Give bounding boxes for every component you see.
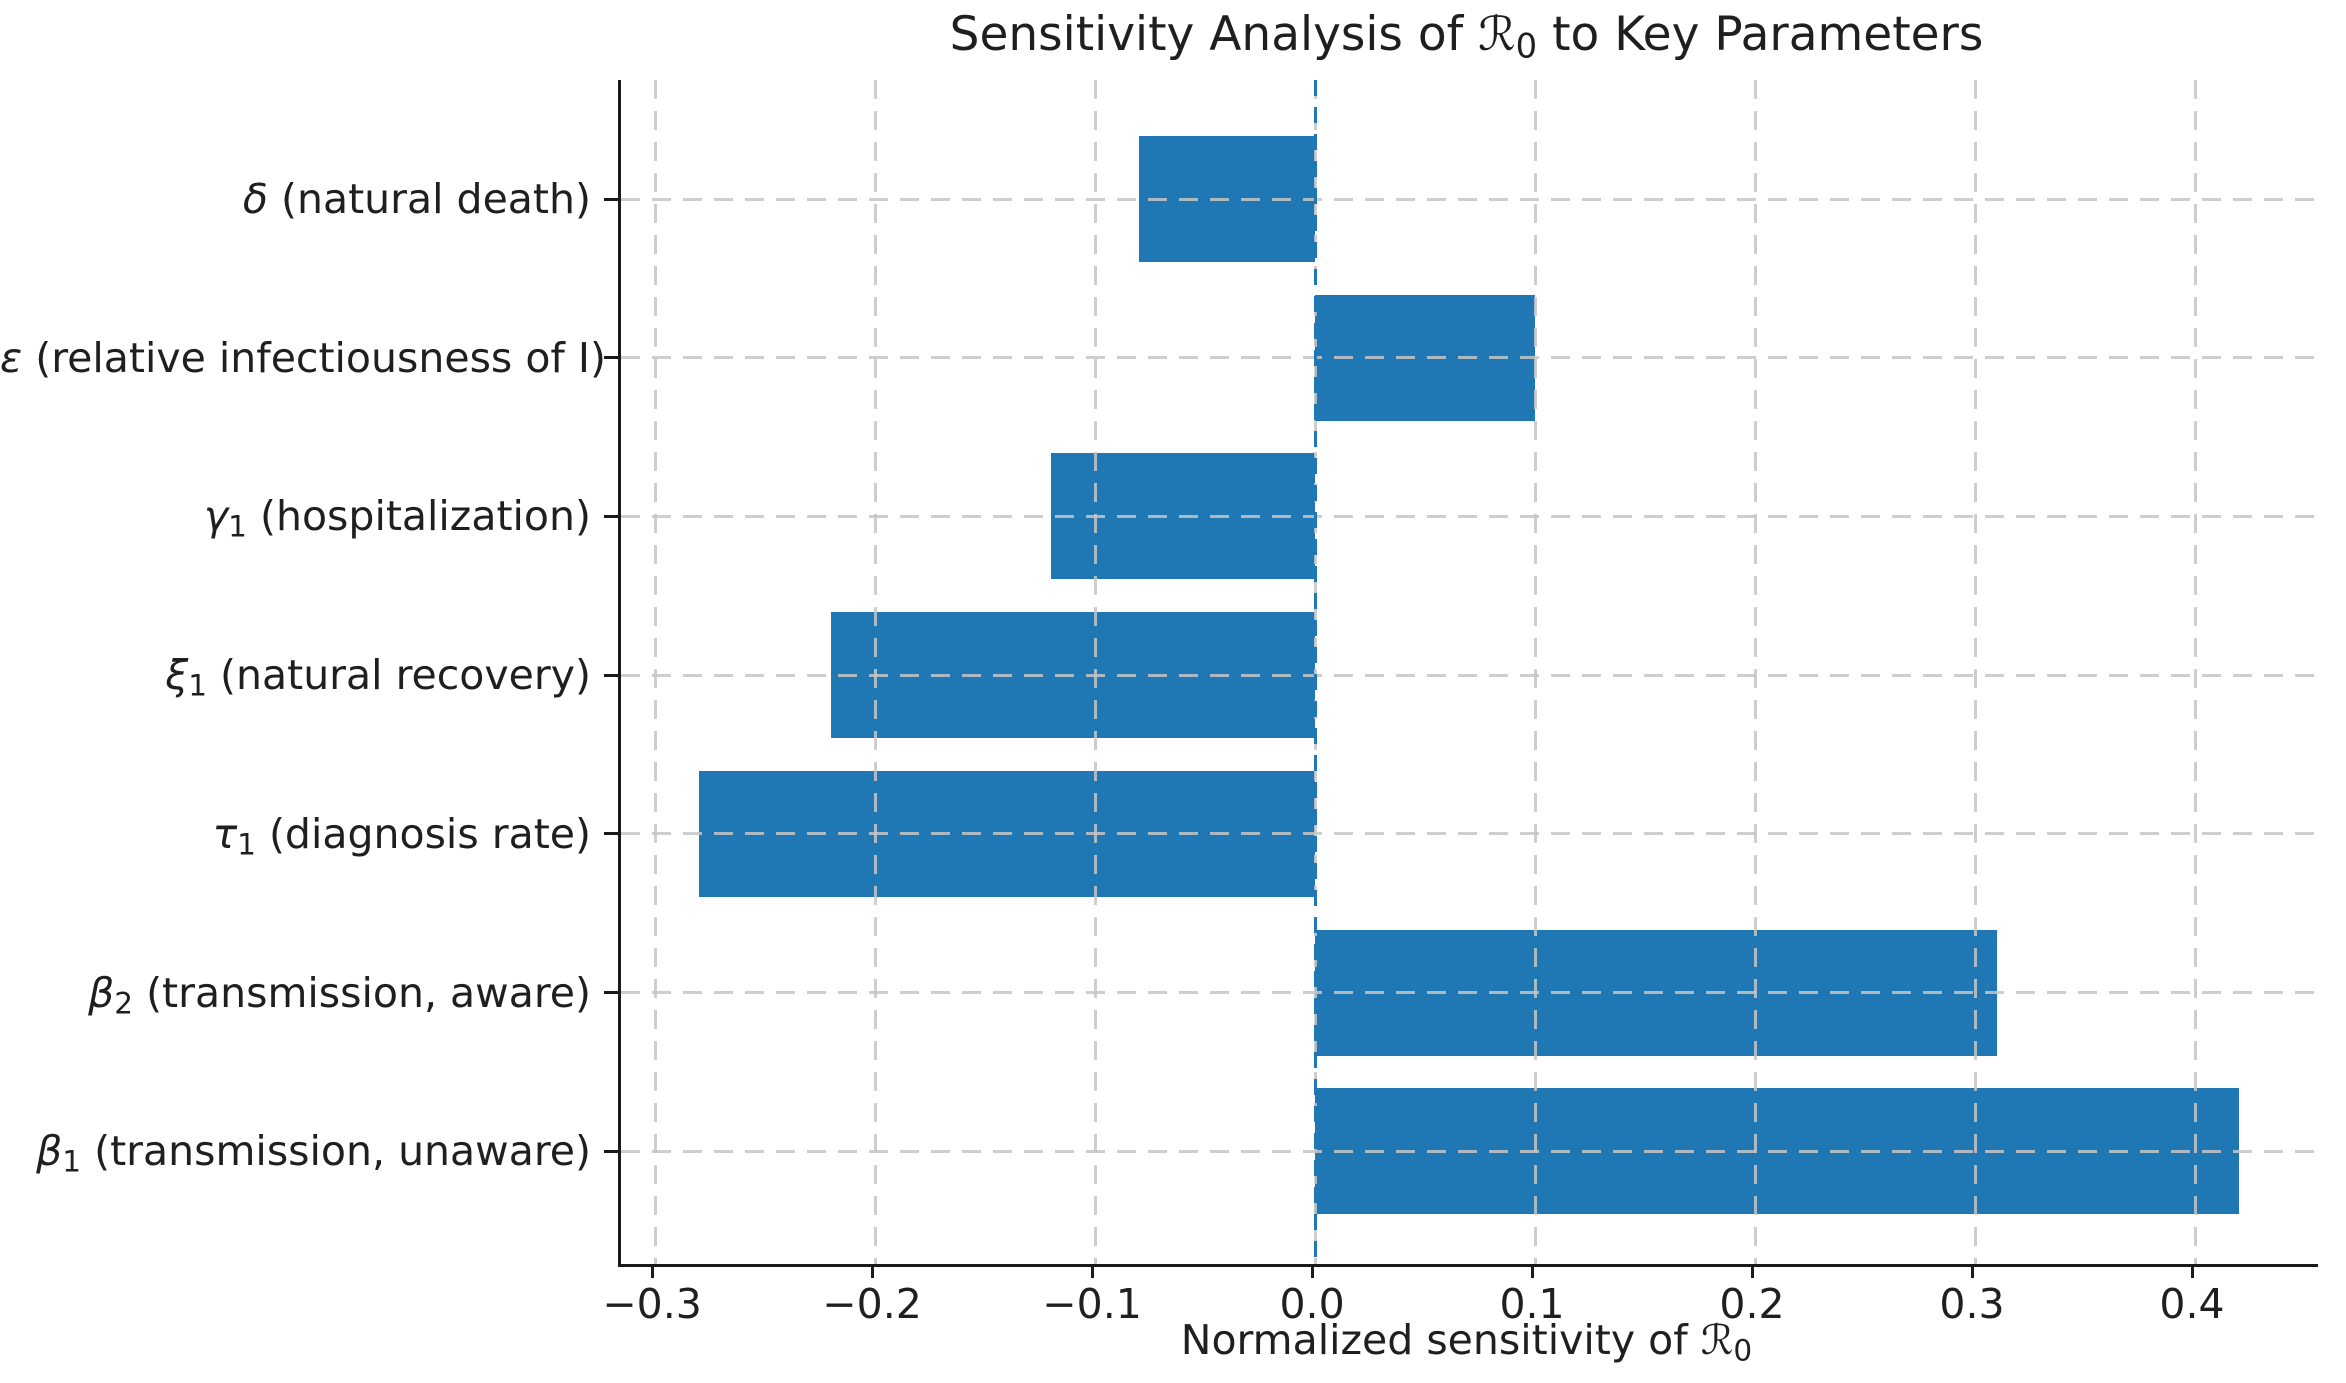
gridline-vertical [2193,80,2197,1264]
x-tick-label: 0.0 [1279,1280,1345,1328]
chart-title: Sensitivity Analysis of ℛ0 to Key Parame… [618,6,2315,68]
symbol-subscript: 2 [114,985,134,1020]
x-tick-label: 0.1 [1499,1280,1565,1328]
gridline-vertical [1093,80,1097,1264]
greek-symbol-xi1: ξ [165,651,189,700]
y-tick-label-beta1: β1 (transmission, unaware) [36,1127,591,1179]
y-tick-mark [604,1149,618,1153]
y-tick-label-gamma1: γ1 (hospitalization) [203,492,591,544]
y-tick-label-delta: δ (natural death) [242,175,591,223]
greek-symbol-beta1: β [36,1127,63,1176]
y-tick-mark [604,991,618,994]
x-tick-mark [870,1264,874,1278]
gridline-horizontal [621,991,2318,994]
symbol-subscript: 1 [62,1144,82,1179]
script-R-subscript: 0 [1733,1333,1753,1368]
greek-symbol-delta: δ [242,175,268,223]
gridline-vertical [1533,80,1537,1264]
zero-reference-line [1313,80,1317,1264]
symbol-subscript: 1 [228,509,247,544]
chart-title-suffix: to Key Parameters [1537,7,1984,62]
y-tick-label-epsilon: ε (relative infectiousness of I) [0,333,606,382]
greek-symbol-tau1: τ [212,809,238,858]
x-tick-mark [1310,1264,1314,1278]
x-axis-label-text: Normalized sensitivity of [1180,1316,1701,1364]
y-tick-mark [604,197,618,201]
greek-symbol-beta2: β [88,968,115,1017]
chart-title-prefix: Sensitivity Analysis of [949,7,1479,62]
x-tick-mark [1090,1264,1094,1278]
x-tick-label: −0.2 [822,1280,922,1328]
symbol-subscript: 1 [237,827,256,862]
greek-symbol-gamma1: γ [203,492,229,541]
gridline-horizontal [621,197,2318,201]
gridline-vertical [1973,80,1977,1264]
script-R-symbol: ℛ [1478,7,1516,62]
gridline-horizontal [621,356,2318,360]
gridline-horizontal [621,514,2318,518]
x-tick-mark [1970,1264,1974,1278]
y-tick-mark [604,514,618,518]
x-tick-mark [650,1264,654,1278]
gridline-horizontal [621,1149,2318,1153]
y-tick-label-beta2: β2 (transmission, aware) [88,968,591,1020]
y-tick-label-tau1: τ1 (diagnosis rate) [212,809,591,862]
x-tick-label: −0.1 [1042,1280,1142,1328]
x-tick-mark [2190,1264,2194,1278]
x-tick-label: 0.4 [2159,1280,2225,1328]
gridline-horizontal [621,832,2318,836]
gridline-horizontal [621,673,2318,677]
gridline-vertical [1753,80,1757,1264]
y-tick-mark [604,673,618,677]
plot-area [618,80,2318,1267]
x-tick-label: 0.2 [1719,1280,1785,1328]
x-axis-label: Normalized sensitivity of ℛ0 [618,1316,2315,1367]
gridline-vertical [873,80,877,1264]
x-tick-label: −0.3 [602,1280,702,1328]
x-tick-mark [1530,1264,1534,1278]
y-tick-mark [604,356,618,360]
x-tick-mark [1750,1264,1754,1278]
script-R-symbol: ℛ [1700,1316,1734,1364]
y-tick-mark [604,832,618,836]
x-tick-label: 0.3 [1939,1280,2005,1328]
script-R-subscript: 0 [1515,26,1538,66]
gridline-vertical [653,80,657,1264]
y-tick-label-xi1: ξ1 (natural recovery) [165,651,591,703]
symbol-subscript: 1 [188,668,207,703]
greek-symbol-epsilon: ε [0,333,23,382]
